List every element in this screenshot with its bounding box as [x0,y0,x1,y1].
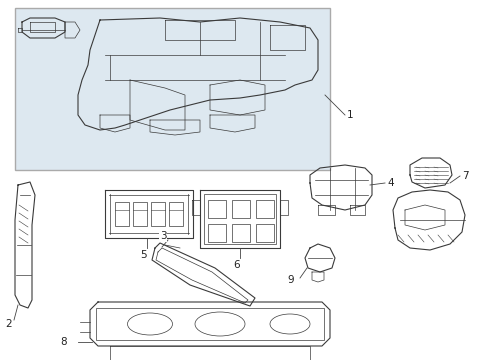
Bar [232,200,250,218]
Bar [96,308,324,340]
Text: 2: 2 [5,319,12,329]
Bar [256,200,274,218]
Bar [208,224,226,242]
Text: 8: 8 [60,337,67,347]
Text: 7: 7 [462,171,468,181]
Bar [151,202,165,226]
Text: 3: 3 [160,231,167,241]
Bar [15,8,330,170]
Text: 4: 4 [387,178,393,188]
Bar [256,224,274,242]
Bar [133,202,147,226]
Bar [232,224,250,242]
Bar [204,194,276,244]
Bar [208,200,226,218]
Text: 5: 5 [140,250,147,260]
Text: 1: 1 [347,110,354,120]
Text: 6: 6 [233,260,240,270]
Text: 9: 9 [287,275,294,285]
Bar [169,202,183,226]
Bar [115,202,129,226]
